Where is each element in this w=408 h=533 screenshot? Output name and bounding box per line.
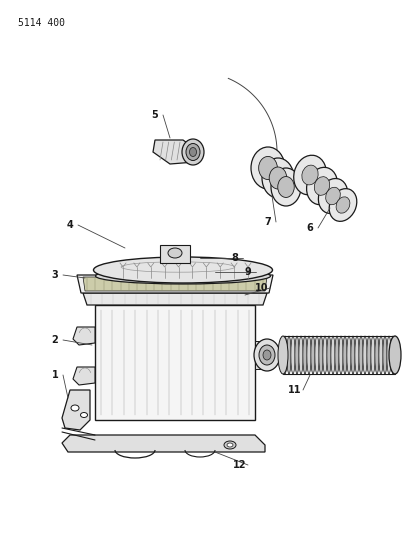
Ellipse shape [306, 167, 337, 205]
Ellipse shape [371, 336, 375, 374]
Text: 1: 1 [52, 370, 58, 380]
Ellipse shape [168, 248, 182, 258]
Ellipse shape [391, 336, 395, 374]
Ellipse shape [318, 179, 348, 214]
Ellipse shape [189, 148, 197, 157]
Ellipse shape [299, 336, 303, 374]
Ellipse shape [295, 336, 299, 374]
Ellipse shape [80, 413, 87, 417]
Ellipse shape [93, 257, 273, 283]
Ellipse shape [186, 143, 200, 160]
Text: 11: 11 [288, 385, 302, 395]
Ellipse shape [259, 345, 275, 365]
Ellipse shape [329, 189, 357, 221]
Ellipse shape [262, 158, 294, 198]
Ellipse shape [227, 443, 233, 447]
Ellipse shape [263, 350, 271, 360]
Ellipse shape [71, 405, 79, 411]
Ellipse shape [363, 336, 367, 374]
Text: 7: 7 [265, 217, 271, 227]
Ellipse shape [271, 168, 301, 206]
Ellipse shape [367, 336, 371, 374]
Text: 9: 9 [245, 267, 251, 277]
Text: 12: 12 [233, 460, 247, 470]
Polygon shape [77, 275, 273, 293]
Ellipse shape [287, 336, 291, 374]
Ellipse shape [331, 336, 335, 374]
Ellipse shape [326, 187, 340, 205]
Polygon shape [83, 277, 267, 291]
Ellipse shape [327, 336, 331, 374]
Polygon shape [83, 293, 267, 305]
Ellipse shape [343, 336, 347, 374]
Ellipse shape [339, 336, 343, 374]
Polygon shape [73, 367, 95, 385]
Ellipse shape [323, 336, 327, 374]
Bar [255, 341, 269, 369]
Text: 8: 8 [232, 253, 238, 263]
Ellipse shape [278, 336, 288, 374]
Polygon shape [153, 140, 197, 164]
Ellipse shape [359, 336, 363, 374]
Text: 3: 3 [52, 270, 58, 280]
Ellipse shape [314, 176, 330, 195]
Polygon shape [62, 435, 265, 452]
Ellipse shape [311, 336, 315, 374]
Ellipse shape [336, 197, 350, 213]
Ellipse shape [254, 339, 280, 371]
Ellipse shape [319, 336, 323, 374]
Ellipse shape [251, 147, 285, 189]
Ellipse shape [182, 139, 204, 165]
Ellipse shape [95, 268, 271, 284]
Text: 5114 400: 5114 400 [18, 18, 65, 28]
Ellipse shape [387, 336, 391, 374]
Ellipse shape [375, 336, 379, 374]
Text: 2: 2 [52, 335, 58, 345]
Ellipse shape [389, 336, 401, 374]
Polygon shape [73, 327, 95, 345]
Ellipse shape [278, 176, 294, 197]
Ellipse shape [347, 336, 351, 374]
Ellipse shape [355, 336, 359, 374]
Ellipse shape [303, 336, 307, 374]
Ellipse shape [335, 336, 339, 374]
Text: 4: 4 [67, 220, 73, 230]
Ellipse shape [307, 336, 311, 374]
Text: 6: 6 [307, 223, 313, 233]
Ellipse shape [269, 167, 287, 189]
Polygon shape [62, 390, 90, 430]
Ellipse shape [302, 165, 318, 185]
Bar [160, 245, 190, 263]
Polygon shape [95, 305, 255, 420]
Ellipse shape [283, 336, 287, 374]
Ellipse shape [294, 155, 326, 195]
Text: 5: 5 [152, 110, 158, 120]
Text: 10: 10 [255, 283, 269, 293]
Ellipse shape [224, 441, 236, 449]
Ellipse shape [383, 336, 387, 374]
Ellipse shape [379, 336, 383, 374]
Ellipse shape [259, 157, 277, 180]
Ellipse shape [315, 336, 319, 374]
Ellipse shape [291, 336, 295, 374]
Ellipse shape [351, 336, 355, 374]
